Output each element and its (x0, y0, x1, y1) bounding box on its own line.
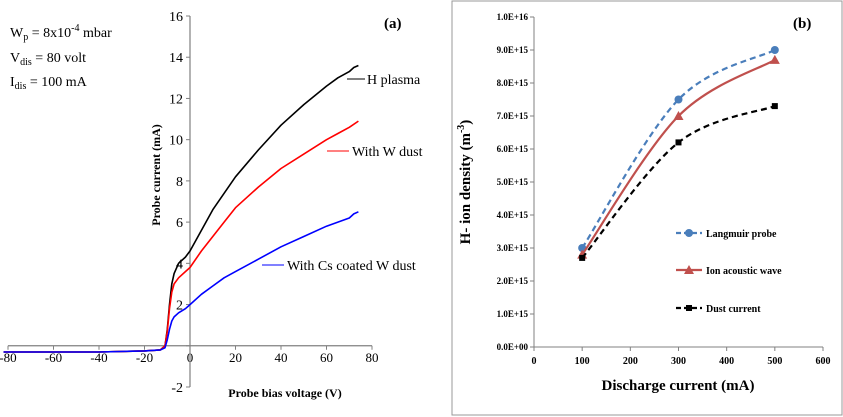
panel-b-point-2-2 (771, 103, 778, 110)
panel-b-point-2-0 (579, 254, 586, 261)
panel-b-point-0-1 (674, 95, 683, 104)
param-idis: Idis = 100 mA (10, 75, 88, 92)
panel-a-y-tick-label: 12 (169, 92, 183, 107)
panel-a-x-tick-label: 40 (275, 350, 288, 365)
panel-a-tag: (a) (384, 16, 402, 32)
panel-b-tick-marks (530, 16, 824, 351)
panel-a-series-group (3, 64, 359, 353)
panel-b-frame (451, 0, 843, 416)
panel-b-y-tick-label: 6.0E+15 (497, 144, 529, 154)
callout-h-plasma: H plasma (367, 73, 421, 88)
panel-b-x-tick-label: 200 (623, 356, 638, 367)
panel-b-series-line-0 (581, 49, 776, 249)
panel-b-legend: Langmuir probe Ion acoustic wave Dust curr… (676, 229, 782, 315)
panel-a-y-tick-label: 6 (176, 216, 183, 231)
panel-a-x-tick-label: -40 (90, 350, 107, 365)
panel-b-x-label: Discharge current (mA) (601, 378, 754, 394)
panel-b-point-0-2 (770, 46, 779, 54)
panel-b-x-tick-label: 600 (816, 356, 831, 367)
panel-b-series-group (577, 46, 780, 261)
panel-b-y-tick-label: 2.0E+15 (497, 276, 529, 286)
callout-cs-w-dust: With Cs coated W dust (287, 259, 416, 274)
panel-a-y-tick-label: 14 (169, 51, 183, 66)
panel-a-callouts: H plasma With W dust With Cs coated W du… (262, 73, 423, 274)
legend-swatch-marker-0 (685, 229, 693, 237)
panel-b-y-label: H- ion density (m-3) (456, 120, 474, 245)
panel-a-x-tick-label: -20 (136, 350, 153, 365)
panel-b-y-tick-labels: 0.0E+00 1.0E+15 2.0E+15 3.0E+15 4.0E+15 5.0E+… (497, 12, 529, 352)
panel-a-y-label: Probe current (mA) (149, 124, 163, 226)
panel-b-y-tick-label: 3.0E+15 (497, 243, 529, 253)
panel-b-y-tick-label: 1.0E+16 (497, 12, 529, 22)
panel-a-y-tick-label: -2 (171, 381, 183, 396)
panel-a-x-tick-label: -80 (0, 350, 17, 365)
panel-b-x-tick-label: 0 (532, 356, 537, 367)
panel-b-y-tick-label: 8.0E+15 (497, 78, 529, 88)
panel-b-y-tick-label: 4.0E+15 (497, 210, 529, 220)
panel-b-point-1-2 (769, 54, 780, 64)
panel-a-x-tick-label: -60 (45, 350, 62, 365)
panel-a-y-tick-label: 2 (176, 299, 183, 314)
param-vdis: Vdis = 80 volt (10, 51, 86, 68)
panel-a-y-tick-label: 4 (176, 257, 183, 272)
panel-b-y-tick-label: 5.0E+15 (497, 177, 529, 187)
panel-b-y-tick-label: 9.0E+15 (497, 45, 529, 55)
legend-label-2: Dust current (706, 304, 761, 315)
legend-label-0: Langmuir probe (706, 229, 777, 240)
panel-b-point-2-1 (675, 139, 682, 146)
panel-b-y-tick-label: 7.0E+15 (497, 111, 529, 121)
panel-a-x-tick-label: 80 (366, 350, 379, 365)
legend-swatch-marker-1 (684, 265, 694, 274)
legend-swatch-marker-2 (686, 305, 692, 311)
panel-b-point-1-1 (673, 111, 684, 120)
panel-a-y-tick-labels: -2 2 4 6 8 10 12 14 16 (169, 10, 183, 396)
panel-a-x-tick-label: 20 (229, 350, 242, 365)
panel-b-series-line-1 (581, 58, 776, 256)
panel-a-y-tick-label: 8 (176, 175, 183, 190)
legend-label-1: Ion acoustic wave (706, 266, 782, 277)
callout-w-dust: With W dust (352, 145, 423, 160)
panel-a-parameters: Wp = 8x10-4 mbar Vdis = 80 volt Idis = 1… (10, 23, 112, 92)
panel-b-x-tick-label: 500 (767, 356, 782, 367)
panel-a-y-tick-label: 16 (169, 10, 183, 25)
panel-a-x-tick-labels: -80-60-40-20020406080 (0, 350, 379, 365)
panel-b-x-tick-labels: 0 100 200 300 400 500 600 (532, 356, 831, 367)
panel-b-x-tick-label: 400 (719, 356, 734, 367)
panel-b-x-tick-label: 100 (575, 356, 590, 367)
panel-a-x-label: Probe bias voltage (V) (228, 386, 341, 400)
panel-b-tag: (b) (793, 16, 811, 32)
panel-a-series-line-2 (3, 211, 359, 353)
panel-a-x-tick-label: 60 (320, 350, 333, 365)
panel-a-y-tick-label: 10 (169, 134, 183, 149)
panel-b-ion-density-chart: 0.0E+00 1.0E+15 2.0E+15 3.0E+15 4.0E+15 5.0E+… (451, 0, 843, 416)
panel-b-y-tick-label: 0.0E+00 (497, 342, 529, 352)
panel-b-y-tick-label: 1.0E+15 (497, 309, 529, 319)
param-wp: Wp = 8x10-4 mbar (10, 23, 112, 43)
panel-b-x-tick-label: 300 (671, 356, 686, 367)
